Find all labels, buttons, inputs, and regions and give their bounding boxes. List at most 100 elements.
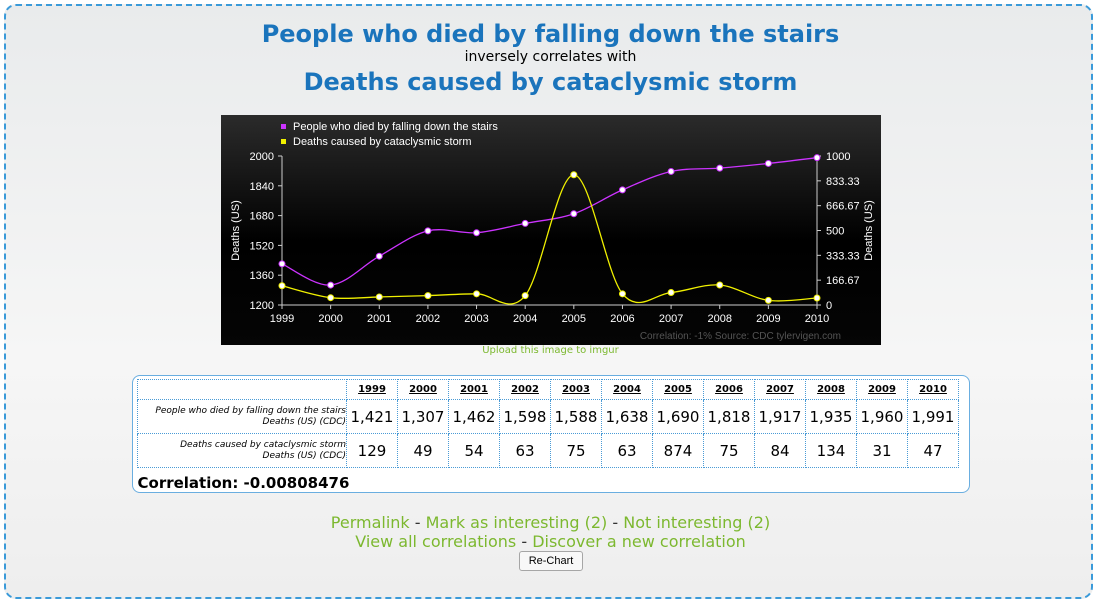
series-1-point [278,260,286,268]
x-tick-label: 1999 [270,313,294,325]
x-tick-label: 2000 [318,313,342,325]
x-tick-label: 2004 [513,313,537,325]
left-tick-label: 2000 [250,151,274,163]
table-cell: 75 [703,433,755,468]
upload-image-link[interactable]: Upload this image to imgur [482,345,619,356]
right-tick-label: 666.67 [826,201,860,213]
table-cell: 1,960 [856,399,908,434]
series-1-point [764,159,772,167]
row-label: Deaths caused by cataclysmic storm Death… [137,433,347,468]
series-1-point [667,167,675,175]
table-corner [137,379,347,400]
table-cell: 75 [550,433,602,468]
series-line-2 [281,174,818,305]
series-1-point [570,210,578,218]
view-all-correlations-link[interactable]: View all correlations [355,532,517,551]
table-cell: 874 [652,433,704,468]
navigation-links: View all correlations - Discover a new c… [0,532,1101,551]
year-header[interactable]: 2004 [601,379,653,400]
series-2-point [667,288,675,296]
y-axis-right-title: Deaths (US) [863,200,875,261]
series-2-point [473,290,481,298]
x-tick-label: 2005 [562,313,586,325]
series-2-point [570,171,578,179]
row-label-name: People who died by falling down the stai… [155,405,346,416]
table-cell: 1,638 [601,399,653,434]
series-1-point [327,281,335,289]
series-2-point [813,294,821,302]
year-header[interactable]: 2000 [397,379,449,400]
x-tick-label: 2008 [707,313,731,325]
right-tick-label: 833.33 [826,176,860,188]
year-header[interactable]: 2006 [703,379,755,400]
action-links: Permalink - Mark as interesting (2) - No… [0,513,1101,532]
x-tick-label: 2003 [464,313,488,325]
table-cell: 1,307 [397,399,449,434]
table-cell: 1,462 [448,399,500,434]
series-2-point [424,292,432,300]
left-tick-label: 1360 [250,270,274,282]
table-row: Deaths caused by cataclysmic storm Death… [137,433,959,468]
table-cell: 84 [754,433,806,468]
year-header[interactable]: 2008 [805,379,857,400]
right-tick-label: 333.33 [826,250,860,262]
legend-marker-2 [281,139,286,144]
x-tick-label: 2007 [659,313,683,325]
left-tick-label: 1520 [250,240,274,252]
permalink-link[interactable]: Permalink [330,513,410,532]
series-2-point [618,290,626,298]
x-tick-label: 2006 [610,313,634,325]
series-2-point [764,296,772,304]
x-tick-label: 2002 [416,313,440,325]
right-tick-label: 166.67 [826,275,860,287]
series-1-point [618,186,626,194]
table-cell: 1,935 [805,399,857,434]
series-2-point [278,282,286,290]
discover-correlation-link[interactable]: Discover a new correlation [532,532,746,551]
table-cell: 134 [805,433,857,468]
series-2-point [716,281,724,289]
table-cell: 1,818 [703,399,755,434]
series-1-point [716,164,724,172]
year-header[interactable]: 2002 [499,379,551,400]
year-header[interactable]: 2003 [550,379,602,400]
left-tick-label: 1200 [250,300,274,312]
table-row: People who died by falling down the stai… [137,399,959,434]
legend-label-2: Deaths caused by cataclysmic storm [293,136,472,148]
table-cell: 1,991 [907,399,959,434]
year-header[interactable]: 2007 [754,379,806,400]
right-tick-label: 1000 [826,151,850,163]
year-header[interactable]: 2005 [652,379,704,400]
mark-interesting-link[interactable]: Mark as interesting (2) [425,513,608,532]
data-table-grid: 1999 2000 2001 2002 2003 2004 2005 2006 2007 2008… [137,379,959,498]
series-1-point [813,154,821,162]
table-header-row: 1999 2000 2001 2002 2003 2004 2005 2006 2007 2008… [137,379,959,400]
table-cell: 63 [499,433,551,468]
table-cell: 1,917 [754,399,806,434]
chart-footer-note: Correlation: -1% Source: CDC tylervigen.… [640,331,841,342]
correlation-connector: inversely correlates with [464,49,637,65]
correlation-value: Correlation: -0.00808476 [137,473,350,492]
table-cell: 31 [856,433,908,468]
not-interesting-link[interactable]: Not interesting (2) [623,513,771,532]
x-tick-label: 2009 [756,313,780,325]
rechart-button[interactable]: Re-Chart [519,551,583,571]
chart-svg: 1200 1360 1520 1680 1840 2000 0 166.67 333.33 500… [230,121,875,342]
x-tick-label: 2001 [367,313,391,325]
link-separator: - [409,513,426,532]
legend-label-1: People who died by falling down the stai… [293,121,498,133]
table-cell: 1,598 [499,399,551,434]
year-header[interactable]: 2001 [448,379,500,400]
series-1-point [375,252,383,260]
year-header[interactable]: 2010 [907,379,959,400]
table-cell: 1,588 [550,399,602,434]
link-separator: - [607,513,624,532]
table-cell: 129 [346,433,398,468]
year-header[interactable]: 1999 [346,379,398,400]
left-tick-label: 1680 [250,211,274,223]
x-tick-label: 2010 [805,313,829,325]
legend-marker-1 [281,124,286,129]
series-2-point [521,292,529,300]
data-table: 1999 2000 2001 2002 2003 2004 2005 2006 2007 2008… [132,375,970,493]
year-header[interactable]: 2009 [856,379,908,400]
